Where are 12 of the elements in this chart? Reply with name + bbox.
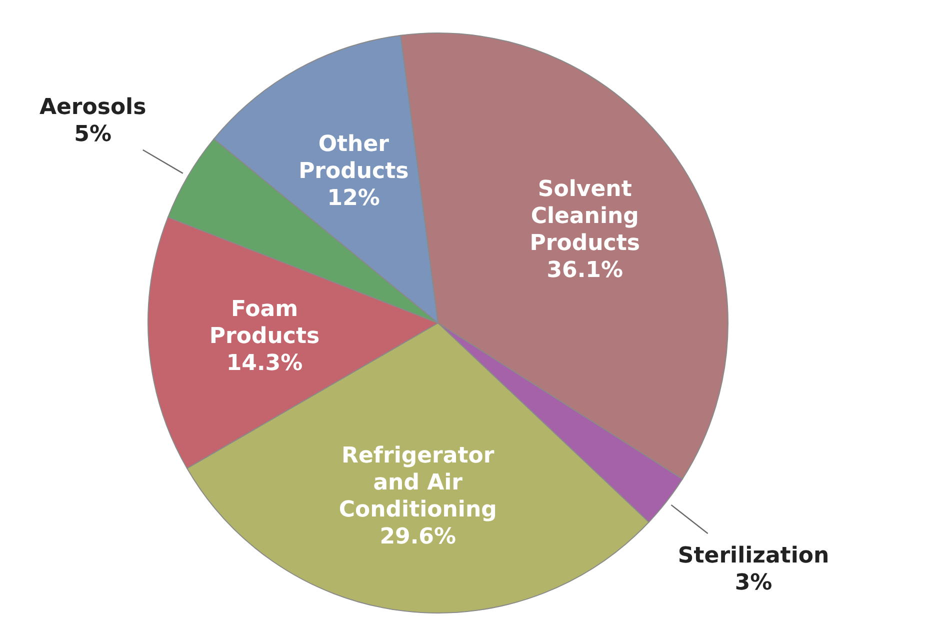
data-label: 29.6% [380, 524, 456, 549]
slice-label: Sterilization [678, 543, 830, 568]
data-label: 5% [74, 121, 112, 146]
data-label: 3% [734, 570, 772, 596]
slice-label: Refrigerator and Air Conditioning [338, 442, 497, 522]
data-label: 14.3% [226, 350, 303, 376]
slice-label: Foam Products [209, 296, 320, 349]
data-label: 36.1% [546, 258, 624, 283]
slice-label: Other Products [298, 131, 409, 184]
slice-label: Aerosols [39, 94, 146, 120]
data-label: 12% [327, 185, 380, 210]
slice-label: Solvent Cleaning Products [530, 176, 640, 256]
